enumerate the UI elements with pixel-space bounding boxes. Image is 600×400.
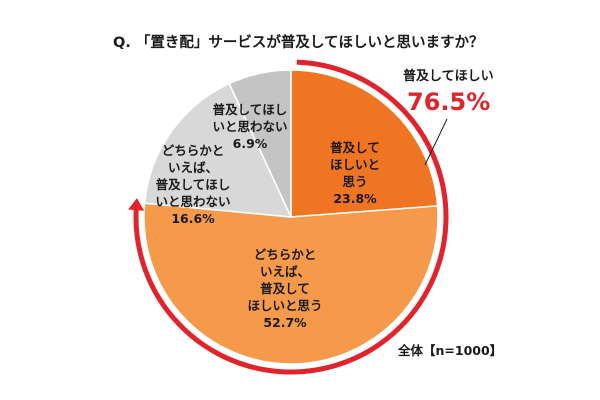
slice-value-text: 16.6%	[171, 211, 215, 226]
slice-label-line: どちらかと	[162, 143, 225, 158]
slice-somewhat-not-want-label: どちらかといえば、普及してほしいと思わない 16.6%	[155, 143, 230, 226]
callout-arc-group	[128, 59, 449, 375]
slice-want	[290, 69, 439, 218]
slice-label-line: いと思わない	[155, 194, 230, 209]
slice-label-line: どちらかと	[254, 247, 317, 262]
sample-size-note: 全体【n=1000】	[397, 343, 502, 358]
slice-not-want-label: 普及してほしいと思わない 6.9%	[212, 102, 287, 151]
callout-leader-line	[424, 118, 448, 166]
slice-somewhat-want-label: どちらかといえば、普及してほしいと思う 52.7%	[247, 247, 322, 330]
slice-label-line: 普及して	[260, 281, 310, 296]
slice-label-line: いえば、	[168, 160, 218, 175]
slice-value-text: 6.9%	[233, 136, 268, 151]
slice-somewhat-want	[143, 202, 439, 365]
slice-not-want	[228, 69, 292, 218]
slice-value-text: 52.7%	[263, 315, 307, 330]
slice-label-line: ほしいと	[330, 157, 380, 172]
slice-label-line: ほしいと思う	[247, 298, 322, 313]
chart-title: Q. 「置き配」サービスが普及してほしいと思いますか？	[113, 33, 483, 51]
slice-label-line: 普及してほし	[156, 177, 231, 192]
slice-value-text: 23.8%	[333, 191, 377, 206]
slice-want-label: 普及してほしいと思う 23.8%	[330, 140, 380, 206]
callout-group: 普及してほしい 76.5%	[403, 68, 494, 166]
slice-label-line: いえば、	[260, 264, 310, 279]
callout-arc	[133, 59, 449, 375]
slice-label-line: いと思わない	[212, 119, 287, 134]
callout-label: 普及してほしい	[403, 68, 494, 84]
slice-label-line: 思う	[342, 174, 367, 189]
callout-value: 76.5%	[407, 88, 490, 116]
pie-slices	[143, 69, 439, 365]
slice-somewhat-not-want	[143, 82, 293, 218]
slice-label-line: 普及してほし	[213, 102, 288, 117]
slice-label-line: 普及して	[330, 140, 380, 155]
callout-arrowhead	[128, 198, 145, 211]
slice-labels: 普及してほしいと思う 23.8%どちらかといえば、普及してほしいと思う 52.7%ど…	[155, 102, 380, 330]
